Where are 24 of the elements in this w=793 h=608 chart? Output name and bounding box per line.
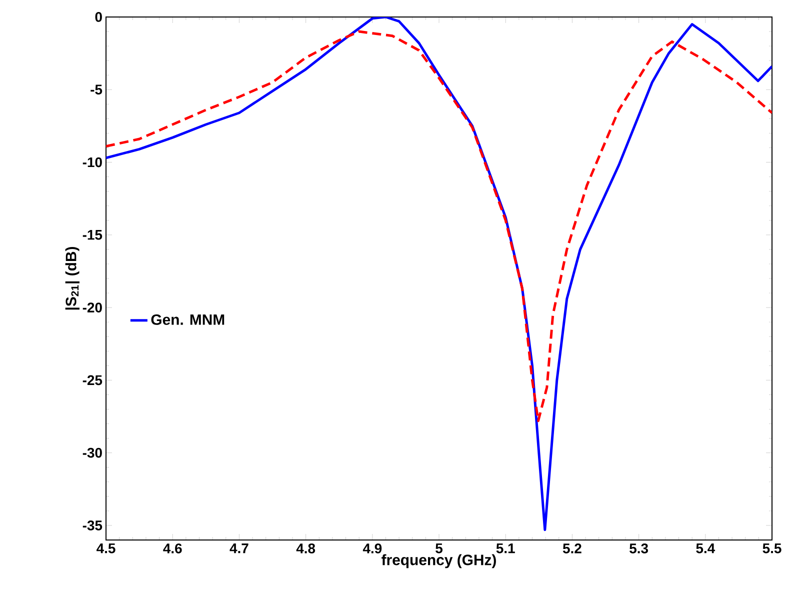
y-tick-label: -5 bbox=[90, 84, 102, 94]
x-tick-label: 5.2 bbox=[562, 543, 582, 554]
x-tick-label: 4.7 bbox=[230, 544, 248, 554]
x-tick-label: 5 bbox=[436, 544, 443, 554]
x-tick-label: 5.3 bbox=[630, 543, 648, 554]
x-tick-label: 4.6 bbox=[163, 543, 182, 554]
y-axis-title: |S$_{21}$| (dB) bbox=[65, 246, 80, 310]
x-tick-label: 4.8 bbox=[296, 543, 316, 554]
y-tick-label: -20 bbox=[82, 302, 102, 312]
x-tick-label: 4.5 bbox=[96, 544, 116, 554]
line-series bbox=[106, 30, 772, 422]
y-tick-label: -10 bbox=[82, 157, 102, 168]
y-tick-label: -15 bbox=[82, 230, 102, 240]
line-series bbox=[106, 16, 772, 532]
y-tick-label: 0 bbox=[95, 12, 102, 22]
x-tick-label: 4.9 bbox=[362, 543, 382, 554]
x-tick-label: 5.1 bbox=[496, 544, 515, 554]
y-tick-label: -35 bbox=[82, 520, 102, 530]
x-tick-label: 5.5 bbox=[762, 544, 782, 554]
x-tick-label: 5.4 bbox=[696, 544, 716, 554]
x-axis-title: frequency (GHz) bbox=[382, 554, 496, 568]
y-tick-label: -25 bbox=[82, 375, 102, 386]
legend-label: Gen. MNM bbox=[151, 314, 224, 325]
y-tick-label: -30 bbox=[82, 448, 102, 458]
